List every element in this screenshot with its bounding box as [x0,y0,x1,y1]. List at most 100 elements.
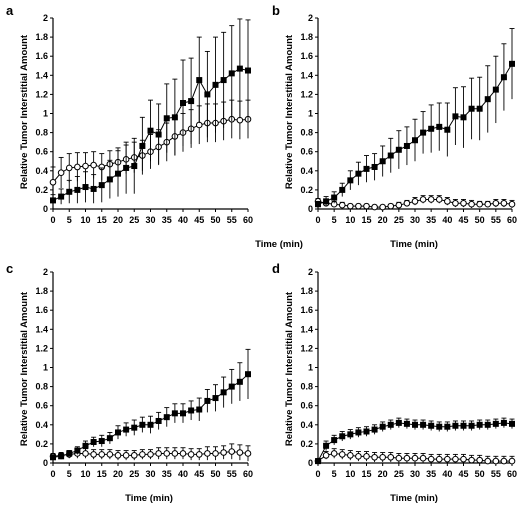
panel-b-xtick-label: 45 [458,215,468,225]
panel-d-xtick-label: 50 [475,469,485,479]
panel-b-open-circle-point [508,200,516,208]
panel-c-open-circle-point [90,451,97,458]
panel-d-ytick-label: 0.4 [300,420,313,430]
panel-a-letter: a [6,3,14,18]
panel-a-xtick-label: 10 [80,215,90,225]
panel-c-filled-square-point [74,447,81,454]
panel-a-open-circle-point [57,169,65,177]
panel-b-xtick-label: 15 [361,215,371,225]
panel-d-ytick-label: 0 [308,458,313,468]
panel-c-ytick-label: 1.8 [35,286,48,296]
panel-c-filled-square-point [163,414,170,421]
panel-c-open-circle-point [220,449,227,456]
panel-a-xtick-label: 50 [210,215,220,225]
panel-b-xtick-label: 25 [394,215,404,225]
panel-b-filled-square-point [460,114,467,121]
panel-d-ytick-label: 0.8 [300,382,313,392]
panel-a-ytick-label: 1.2 [35,89,48,99]
panel-b-filled-square-point [476,105,483,112]
panel-b-open-circle-point [484,200,492,208]
panel-d-open-circle-point [322,452,330,459]
panel-c-xtick-label: 0 [50,469,55,479]
panel-b-xlabel: Time (min) [390,239,438,250]
panel-b-open-circle-point [338,201,346,209]
panel-b-open-circle-point [444,198,451,205]
panel-d-open-circle-point [347,452,354,459]
panel-d-open-circle-point [363,453,370,460]
panel-b-filled-square-point [363,165,370,172]
panel-d-ytick-label: 1 [308,363,313,373]
panel-a-xtick-label: 0 [50,215,55,225]
panel-d-xtick-label: 10 [345,469,355,479]
panel-a-filled-square-point [245,67,251,74]
panel-b-filled-square-point [379,158,386,165]
panel-c-xtick-label: 30 [145,469,155,479]
panel-b: b Time (min) Relative Tumor Interstitial… [272,3,517,250]
panel-b-ytick-label: 0.4 [300,166,313,176]
panel-b-filled-square-point [323,198,330,205]
panel-c-ytick-label: 1.6 [35,305,48,315]
panel-c-open-circle-point [139,451,146,458]
panel-b-filled-square-point [331,194,338,201]
panel-c-xtick-label: 10 [80,469,90,479]
panel-b-ytick-label: 1.8 [300,32,313,42]
panel-b-filled-square-point [452,113,459,120]
panel-c-open-circle-point [195,451,203,458]
panel-d-open-circle-point [387,453,395,461]
panel-b-filled-square-point [403,142,410,149]
panel-b-filled-square-point [371,163,378,170]
panel-b-ytick-label: 0 [308,204,313,214]
panel-a-ytick-label: 0.2 [35,185,48,195]
panel-b-filled-square-point [444,126,451,133]
panel-b-open-circle-point [403,199,411,207]
panel-b-ytick-label: 1 [308,109,313,119]
panel-d-xtick-label: 5 [332,469,337,479]
panel-c-ytick-label: 1 [43,363,48,373]
panel-a-xtick-label: 60 [243,215,253,225]
panel-c-filled-square-point [212,395,219,402]
panel-b-open-circle-point [379,203,386,211]
panel-b-open-circle-point [468,200,475,208]
panel-d-xtick-label: 45 [458,469,468,479]
panel-b-filled-square-point [484,96,491,103]
panel-a-ytick-label: 1 [43,109,48,119]
panel-d-filled-square-point [347,431,354,438]
panel-a-open-circle-point [65,164,73,172]
panel-c-xtick-label: 60 [243,469,253,479]
panel-c-filled-square-point [245,371,251,378]
panel-d-open-circle-point [411,454,419,462]
panel-c-filled-square-point [196,406,203,413]
panel-a-filled-square-point [131,163,138,170]
panel-d-filled-square-point [315,458,321,465]
panel-c: c Time (min) Relative Tumor Interstitial… [6,261,253,504]
panel-a-filled-square-point [139,142,146,149]
panel-c-filled-square-point [180,410,186,417]
panel-c-open-circle-point [236,449,244,456]
panel-b-ylabel: Relative Tumor Interstitial Amount [284,34,295,189]
panel-d-open-circle-point [452,455,459,463]
panel-a-ylabel: Relative Tumor Interstitial Amount [19,34,30,189]
panel-c-filled-square-point [90,438,97,445]
panel-c-open-circle-point [187,451,195,458]
panel-d-ytick-label: 1.8 [300,286,313,296]
panel-d-xtick-label: 15 [361,469,371,479]
panel-b-ytick-label: 1.2 [300,89,313,99]
panel-c-open-circle-point [122,452,130,459]
panel-b-open-circle-point [347,202,354,210]
panel-c-xtick-label: 45 [194,469,204,479]
panel-c-xtick-label: 40 [178,469,188,479]
panel-b-ytick-label: 0.6 [300,147,313,157]
panel-d-filled-square-point [420,421,427,428]
panel-d-xtick-label: 30 [410,469,420,479]
panel-b-filled-square-point [492,86,499,93]
panel-a-open-circle-point [90,161,97,169]
panel-d-open-circle-point [460,455,467,463]
panel-a-xtick-label: 5 [67,215,72,225]
panel-c-open-circle-point [244,450,252,457]
panel-a-filled-square-point [196,77,203,84]
panel-a-ytick-label: 1.4 [35,70,48,80]
panel-c-xtick-label: 15 [97,469,107,479]
panel-b-open-circle-point [476,200,483,208]
panel-c-open-circle-point [204,450,211,457]
panel-a-filled-square-point [123,164,130,171]
